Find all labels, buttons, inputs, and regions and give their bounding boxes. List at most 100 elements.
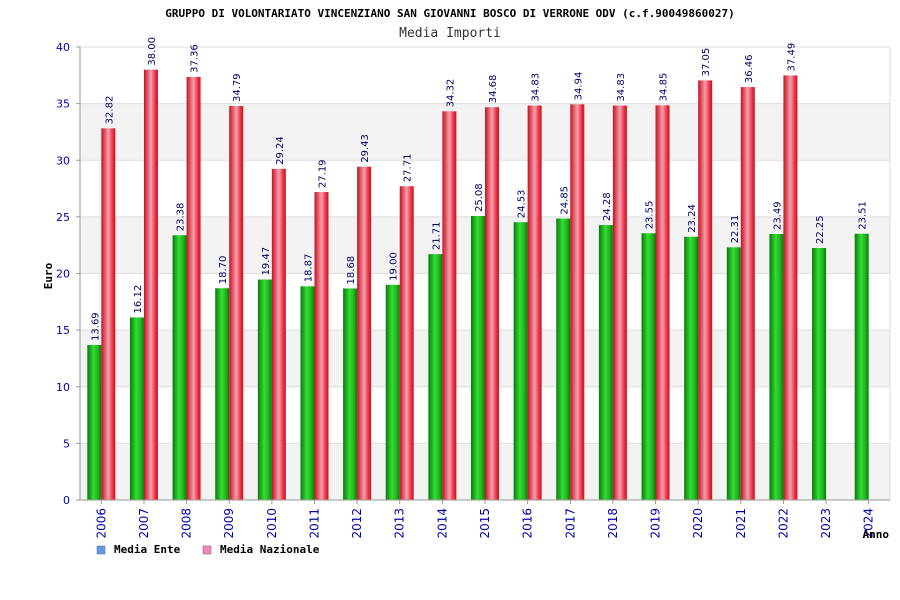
y-tick-label: 0: [63, 494, 70, 507]
value-label-media-nazionale-2017: 34.94: [573, 72, 584, 101]
bar-media-ente-2022: [769, 233, 784, 500]
bar-media-nazionale-2009: [229, 106, 244, 501]
value-label-media-ente-2016: 24.53: [517, 190, 528, 219]
x-tick-label-2015: 2015: [478, 508, 492, 539]
x-tick-label-2022: 2022: [776, 508, 790, 539]
bar-media-nazionale-2020: [698, 80, 713, 500]
bar-media-ente-2014: [428, 254, 443, 500]
y-tick-label: 40: [56, 41, 70, 54]
bar-media-ente-2013: [385, 284, 400, 500]
value-label-media-nazionale-2021: 36.46: [744, 54, 755, 83]
value-label-media-ente-2022: 23.49: [772, 201, 783, 230]
bar-media-ente-2024: [854, 233, 869, 500]
bar-media-nazionale-2019: [655, 105, 670, 500]
bar-media-ente-2011: [300, 286, 315, 500]
grid-band: [80, 47, 890, 104]
bar-media-nazionale-2012: [357, 166, 372, 500]
value-label-media-nazionale-2008: 37.36: [190, 44, 201, 73]
x-tick-label-2010: 2010: [265, 508, 279, 539]
x-tick-label-2007: 2007: [137, 508, 151, 539]
value-label-media-nazionale-2016: 34.83: [531, 73, 542, 102]
value-label-media-ente-2018: 24.28: [602, 192, 613, 221]
x-tick-label-2023: 2023: [819, 508, 833, 539]
bar-media-ente-2007: [129, 317, 144, 500]
bar-media-nazionale-2010: [271, 168, 286, 500]
value-label-media-ente-2006: 13.69: [90, 312, 101, 341]
bar-media-nazionale-2007: [143, 69, 158, 501]
bar-media-ente-2008: [172, 235, 187, 500]
bar-media-ente-2010: [257, 279, 272, 500]
value-label-media-nazionale-2019: 34.85: [659, 73, 670, 102]
value-label-media-ente-2012: 18.68: [346, 256, 357, 285]
x-tick-label-2011: 2011: [307, 508, 321, 539]
x-tick-label-2013: 2013: [393, 508, 407, 539]
value-label-media-nazionale-2009: 34.79: [232, 73, 243, 102]
value-label-media-ente-2011: 18.87: [303, 254, 314, 283]
value-label-media-nazionale-2012: 29.43: [360, 134, 371, 163]
value-label-media-nazionale-2006: 32.82: [104, 96, 115, 125]
bar-media-nazionale-2018: [612, 105, 627, 501]
bar-media-nazionale-2006: [101, 128, 116, 500]
bar-media-ente-2017: [556, 218, 571, 501]
bar-media-nazionale-2008: [186, 76, 201, 500]
value-label-media-ente-2021: 22.31: [730, 215, 741, 244]
y-tick-label: 25: [56, 211, 70, 224]
value-label-media-nazionale-2015: 34.68: [488, 75, 499, 104]
y-tick-label: 5: [63, 437, 70, 450]
value-label-media-ente-2015: 25.08: [474, 183, 485, 212]
legend: Media Ente Media Nazionale: [96, 543, 320, 556]
bar-media-nazionale-2013: [399, 186, 414, 500]
bar-media-nazionale-2017: [570, 104, 585, 500]
bar-media-ente-2020: [684, 236, 699, 500]
y-tick-label: 15: [56, 324, 70, 337]
bar-media-nazionale-2015: [485, 107, 499, 501]
chart-title: GRUPPO DI VOLONTARIATO VINCENZIANO SAN G…: [165, 7, 735, 20]
x-tick-label-2012: 2012: [350, 508, 364, 539]
y-tick-label: 35: [56, 98, 70, 111]
x-axis-label: Anno: [863, 528, 890, 541]
x-tick-label-2019: 2019: [649, 508, 663, 539]
value-label-media-nazionale-2022: 37.49: [786, 43, 797, 72]
y-axis-ticks: 0 5 10 15 20 25 30 35 40: [56, 41, 80, 507]
value-label-media-ente-2009: 18.70: [218, 256, 229, 285]
x-tick-label-2018: 2018: [606, 508, 620, 539]
bar-media-ente-2019: [641, 233, 656, 500]
value-label-media-nazionale-2020: 37.05: [701, 48, 712, 77]
x-tick-label-2021: 2021: [734, 508, 748, 539]
bar-media-ente-2006: [87, 344, 102, 500]
y-tick-label: 10: [56, 381, 70, 394]
value-label-media-ente-2017: 24.85: [559, 186, 570, 215]
x-tick-label-2014: 2014: [435, 508, 449, 539]
bar-media-nazionale-2011: [314, 192, 329, 501]
bar-media-nazionale-2021: [740, 87, 755, 500]
x-tick-label-2009: 2009: [222, 508, 236, 539]
y-tick-label: 30: [56, 154, 70, 167]
value-label-media-nazionale-2014: 34.32: [445, 79, 456, 108]
value-label-media-nazionale-2007: 38.00: [147, 37, 158, 66]
y-axis-label: Euro: [42, 262, 55, 289]
bar-media-ente-2023: [812, 248, 827, 500]
bar-media-nazionale-2014: [442, 111, 457, 501]
legend-swatch-media-ente: [96, 545, 106, 555]
value-label-media-nazionale-2010: 29.24: [275, 136, 286, 165]
value-label-media-ente-2007: 16.12: [133, 285, 144, 314]
value-label-media-ente-2023: 22.25: [815, 215, 826, 244]
bar-media-ente-2021: [726, 247, 741, 500]
x-tick-label-2024: 2024: [862, 508, 876, 539]
x-tick-label-2008: 2008: [180, 508, 194, 539]
value-label-media-ente-2019: 23.55: [645, 201, 656, 230]
value-label-media-nazionale-2013: 27.71: [403, 154, 414, 183]
bar-media-nazionale-2016: [527, 105, 542, 501]
value-label-media-ente-2008: 23.38: [176, 203, 187, 232]
value-label-media-ente-2024: 23.51: [858, 201, 869, 230]
legend-swatch-media-nazionale: [202, 545, 212, 555]
x-tick-label-2016: 2016: [521, 508, 535, 539]
bar-media-ente-2012: [343, 288, 358, 500]
legend-label-media-ente: Media Ente: [114, 543, 181, 556]
value-label-media-ente-2013: 19.00: [389, 252, 400, 281]
value-label-media-ente-2010: 19.47: [261, 247, 272, 276]
chart-subtitle: Media Importi: [399, 26, 501, 41]
bar-media-ente-2009: [215, 288, 230, 500]
value-label-media-nazionale-2011: 27.19: [317, 159, 328, 188]
legend-label-media-nazionale: Media Nazionale: [220, 543, 320, 556]
